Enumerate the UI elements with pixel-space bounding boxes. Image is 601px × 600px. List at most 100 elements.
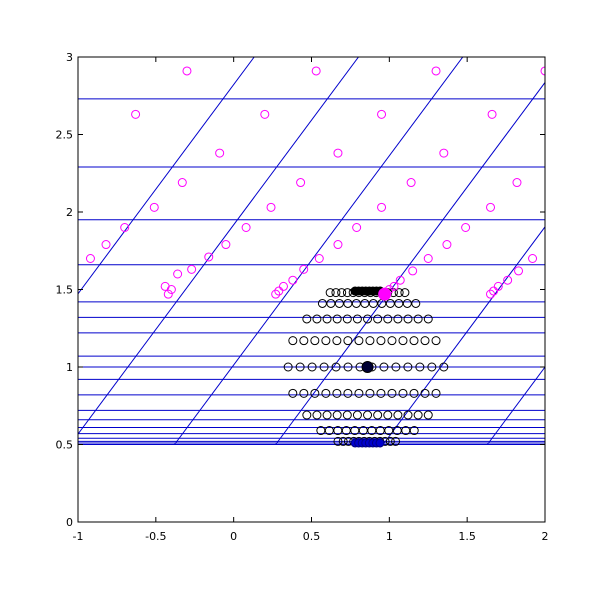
black-point-25 bbox=[411, 298, 421, 308]
x-tick-label-1: -0.5 bbox=[145, 530, 166, 543]
magenta-point-20 bbox=[278, 281, 288, 291]
magenta-point-12 bbox=[204, 252, 214, 262]
x-tick-label-0: -1 bbox=[73, 530, 84, 543]
magenta-point-4 bbox=[149, 202, 159, 212]
black-point-19 bbox=[360, 298, 370, 308]
black-point-20 bbox=[368, 298, 378, 308]
black-point-117 bbox=[391, 436, 401, 446]
black-point-90 bbox=[393, 410, 403, 420]
black-point-46 bbox=[365, 336, 375, 346]
black-point-1 bbox=[331, 288, 341, 298]
black-point-81 bbox=[302, 410, 312, 420]
magenta-point-27 bbox=[333, 240, 343, 250]
black-point-50 bbox=[409, 336, 419, 346]
diagonal-line-2 bbox=[382, 226, 545, 445]
magenta-point-30 bbox=[377, 202, 387, 212]
black-point-91 bbox=[403, 410, 413, 420]
black-point-40 bbox=[299, 336, 309, 346]
black-point-72 bbox=[343, 388, 353, 398]
magenta-point-9 bbox=[160, 281, 170, 291]
black-point-63 bbox=[403, 362, 413, 372]
black-point-71 bbox=[332, 388, 342, 398]
axis-tick-labels: -1 -0.5 0 0.5 1 1.5 2 0 0.5 1 1.5 2 2.5 3 bbox=[56, 51, 549, 543]
black-point-92 bbox=[413, 410, 423, 420]
magenta-point-29 bbox=[377, 109, 387, 119]
x-tick-label-5: 1.5 bbox=[458, 530, 476, 543]
black-point-75 bbox=[376, 388, 386, 398]
black-point-29 bbox=[332, 314, 342, 324]
black-point-61 bbox=[379, 362, 389, 372]
black-point-23 bbox=[394, 298, 404, 308]
black-point-65 bbox=[427, 362, 437, 372]
plot-lines bbox=[78, 57, 545, 445]
magenta-filled-point-0 bbox=[378, 287, 392, 301]
magenta-point-5 bbox=[173, 269, 183, 279]
y-tick-label-0: 0 bbox=[66, 516, 73, 529]
blue-cluster-point-7 bbox=[375, 438, 385, 448]
magenta-point-45 bbox=[493, 281, 503, 291]
magenta-point-25 bbox=[314, 254, 324, 263]
magenta-point-40 bbox=[461, 223, 471, 232]
black-point-85 bbox=[342, 410, 352, 420]
black-point-116 bbox=[385, 436, 395, 446]
diagonal-line-1 bbox=[275, 81, 545, 445]
y-tick-label-3: 1.5 bbox=[56, 284, 74, 297]
black-point-55 bbox=[307, 362, 317, 372]
black-point-53 bbox=[283, 362, 293, 372]
black-point-45 bbox=[354, 336, 364, 346]
black-point-22 bbox=[385, 298, 395, 308]
black-point-70 bbox=[321, 388, 331, 398]
black-point-21 bbox=[377, 298, 387, 308]
black-point-52 bbox=[431, 336, 441, 346]
magenta-point-35 bbox=[408, 266, 418, 276]
black-point-62 bbox=[391, 362, 401, 372]
black-point-51 bbox=[420, 336, 430, 346]
black-point-13 bbox=[400, 288, 410, 298]
black-point-43 bbox=[332, 336, 342, 346]
diagonal-line-6 bbox=[78, 57, 255, 295]
diagonal-line-3 bbox=[487, 366, 545, 445]
magenta-point-38 bbox=[439, 148, 449, 158]
magenta-point-15 bbox=[241, 223, 251, 232]
y-tick-label-6: 3 bbox=[66, 51, 73, 64]
magenta-point-36 bbox=[423, 254, 433, 263]
black-point-41 bbox=[310, 336, 320, 346]
black-point-47 bbox=[376, 336, 386, 346]
axes-frame bbox=[77, 56, 546, 523]
magenta-point-13 bbox=[215, 148, 225, 158]
black-point-32 bbox=[363, 314, 373, 324]
black-point-64 bbox=[415, 362, 425, 372]
black-point-66 bbox=[439, 362, 449, 372]
black-point-12 bbox=[394, 288, 404, 298]
black-point-48 bbox=[387, 336, 397, 346]
black-point-58 bbox=[343, 362, 353, 372]
black-point-57 bbox=[331, 362, 341, 372]
magenta-point-42 bbox=[487, 109, 497, 119]
magenta-point-44 bbox=[489, 286, 499, 296]
black-point-38 bbox=[423, 314, 433, 324]
black-point-49 bbox=[398, 336, 408, 346]
magenta-point-39 bbox=[442, 240, 452, 250]
magenta-point-11 bbox=[187, 264, 197, 274]
magenta-point-28 bbox=[352, 223, 362, 232]
x-tick-label-6: 2 bbox=[542, 530, 549, 543]
black-point-18 bbox=[351, 298, 361, 308]
magenta-point-1 bbox=[101, 240, 111, 250]
black-point-69 bbox=[310, 388, 320, 398]
y-tick-label-1: 0.5 bbox=[56, 439, 74, 452]
black-point-78 bbox=[409, 388, 419, 398]
black-point-44 bbox=[343, 336, 353, 346]
black-point-82 bbox=[312, 410, 322, 420]
magenta-point-49 bbox=[528, 254, 538, 263]
black-point-35 bbox=[393, 314, 403, 324]
black-point-106 bbox=[333, 436, 343, 446]
black-point-27 bbox=[312, 314, 322, 324]
x-tick-label-2: 0 bbox=[230, 530, 237, 543]
black-point-17 bbox=[343, 298, 353, 308]
black-point-86 bbox=[352, 410, 362, 420]
magenta-point-22 bbox=[296, 178, 306, 188]
black-point-24 bbox=[402, 298, 412, 308]
magenta-point-48 bbox=[514, 266, 524, 276]
black-point-42 bbox=[321, 336, 331, 346]
